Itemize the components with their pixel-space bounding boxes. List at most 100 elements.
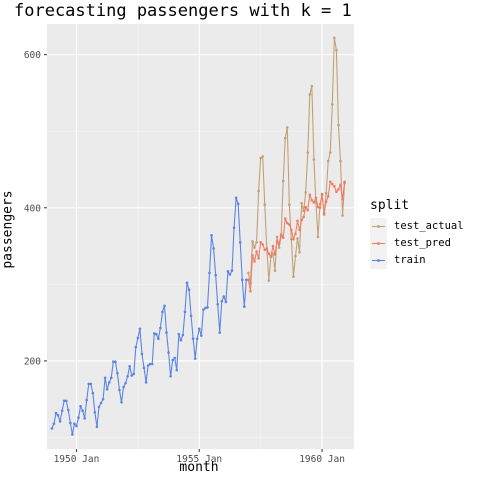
legend-key [370,235,387,252]
data-point-test-actual [283,136,287,140]
data-point-train [54,411,58,415]
data-point-train [154,332,158,336]
data-point-test-actual [255,240,258,244]
data-point-train [197,327,201,331]
data-point-train [66,408,70,412]
data-point-train [238,240,242,244]
data-point-test-pred [304,205,308,209]
data-point-train [222,295,226,298]
data-point-test-actual [253,246,256,249]
data-point-train [152,332,156,335]
y-tick-label: 200 [24,356,41,367]
series-line-test-actual [247,37,346,285]
data-point-train [189,314,193,318]
data-point-train [187,288,191,292]
data-point-test-actual [267,279,271,282]
data-point-test-actual [316,235,320,239]
data-point-test-pred [253,260,256,263]
data-point-train [114,360,117,364]
data-point-train [146,364,150,367]
data-point-train [206,306,209,309]
data-point-test-pred [337,188,340,191]
data-point-test-pred [271,244,275,248]
data-point-train [216,302,219,306]
data-point-test-pred [331,182,334,186]
data-point-train [81,409,84,413]
data-point-train [245,278,248,282]
chart-title: forecasting passengers with k = 1 [14,1,352,21]
data-point-test-pred [255,250,258,253]
data-point-test-pred [339,183,342,187]
legend-label: test_pred [394,237,451,249]
data-point-test-pred [298,228,301,232]
data-point-test-pred [322,211,326,215]
data-point-train [91,391,95,395]
data-point-test-actual [328,151,332,154]
legend: split test_actual test_pred train [370,198,474,298]
data-point-train [240,278,244,282]
data-point-test-pred [257,257,260,260]
data-point-train [232,226,236,229]
data-point-test-pred [294,232,297,236]
data-point-train [83,417,86,420]
data-point-train [62,399,66,403]
x-tick-label: 1950 Jan [54,454,100,465]
data-point-train [89,382,93,386]
data-point-test-pred [247,278,250,282]
data-point-test-pred [249,289,252,293]
data-point-test-actual [271,252,275,256]
data-point-test-actual [308,93,312,96]
data-point-test-actual [306,151,310,154]
data-point-test-actual [341,214,344,217]
data-point-test-pred [310,198,314,202]
data-point-train [69,421,72,425]
data-point-test-actual [263,203,267,207]
data-point-test-pred [300,218,303,222]
data-point-test-actual [326,159,330,163]
data-point-test-pred [269,255,273,259]
data-point-test-pred [306,208,310,212]
data-point-test-pred [279,233,283,236]
data-point-train [150,362,154,366]
data-point-test-actual [273,269,277,272]
data-point-train [144,381,148,384]
y-tick-label: 600 [24,50,41,61]
data-point-test-pred [267,252,271,256]
data-point-train [101,397,105,401]
data-point-train [77,416,80,419]
data-point-train [85,398,89,402]
data-point-train [208,271,211,275]
data-point-train [60,409,64,413]
data-point-test-actual [335,48,338,52]
data-point-train [165,331,168,334]
data-point-test-pred [288,223,291,226]
legend-label: test_actual [394,220,464,232]
data-point-train [124,381,127,385]
data-point-train [50,427,54,430]
plot-panel [47,24,354,449]
y-tick-label: 400 [24,203,41,214]
data-point-train [118,388,121,392]
data-point-test-actual [261,155,265,158]
data-point-test-pred [273,253,277,256]
data-point-train [128,365,131,368]
data-point-train [99,401,103,405]
data-point-train [109,376,113,380]
data-point-train [107,381,111,384]
data-point-test-pred [281,236,285,239]
data-point-test-actual [290,237,293,241]
data-point-train [212,247,215,250]
x-axis-label: month [179,460,219,475]
data-point-train [234,196,238,200]
data-point-train [224,300,228,304]
data-point-test-pred [296,219,299,223]
data-point-train [191,337,195,341]
data-point-train [228,273,232,276]
data-point-train [175,368,179,372]
data-point-train [218,331,222,334]
data-point-train [169,374,172,378]
data-point-train [214,273,217,277]
data-point-train [132,372,136,376]
data-point-train [126,374,129,378]
